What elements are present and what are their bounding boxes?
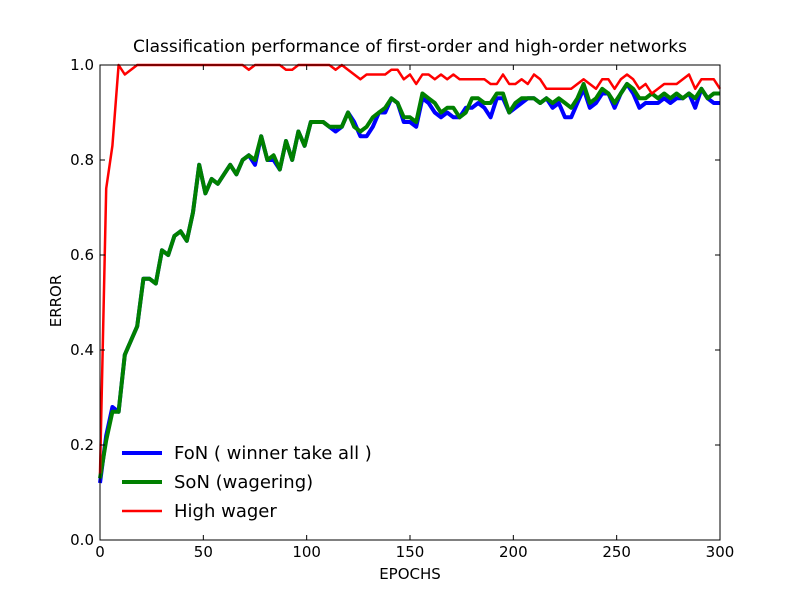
series-line-3: [98, 63, 722, 474]
y-tick-label: 1.0: [70, 56, 94, 74]
axes-layer: [99, 64, 721, 541]
x-axis-label: EPOCHS: [379, 565, 441, 583]
x-tick-label: 300: [706, 543, 735, 561]
x-tick-label: 200: [499, 543, 528, 561]
x-tick-label: 0: [95, 543, 105, 561]
legend-label-3: High wager: [174, 501, 277, 522]
x-tick-label: 50: [194, 543, 213, 561]
y-tick-label: 0.8: [70, 151, 94, 169]
y-tick-label: 0.0: [70, 531, 94, 549]
series-layer: [98, 63, 722, 484]
series-line-2: [98, 82, 720, 479]
y-tick-label: 0.2: [70, 436, 94, 454]
chart-title: Classification performance of first-orde…: [133, 37, 687, 57]
series-line-1: [98, 82, 720, 484]
y-tick-label: 0.6: [70, 246, 94, 264]
plot-frame: [99, 64, 721, 541]
x-tick-label: 250: [602, 543, 631, 561]
ticks-layer: 0 50 100 150 200 250 300 0.0 0.2 0.4 0.6 0.8 1.0: [70, 56, 734, 561]
y-tick-label: 0.4: [70, 341, 94, 359]
x-tick-label: 100: [292, 543, 321, 561]
y-axis-label: ERROR: [47, 275, 65, 328]
x-tick-label: 150: [396, 543, 425, 561]
legend-label-1: FoN ( winner take all ): [174, 443, 372, 464]
legend: FoN ( winner take all ) SoN (wagering) Hig…: [122, 443, 372, 522]
legend-label-2: SoN (wagering): [174, 472, 313, 493]
